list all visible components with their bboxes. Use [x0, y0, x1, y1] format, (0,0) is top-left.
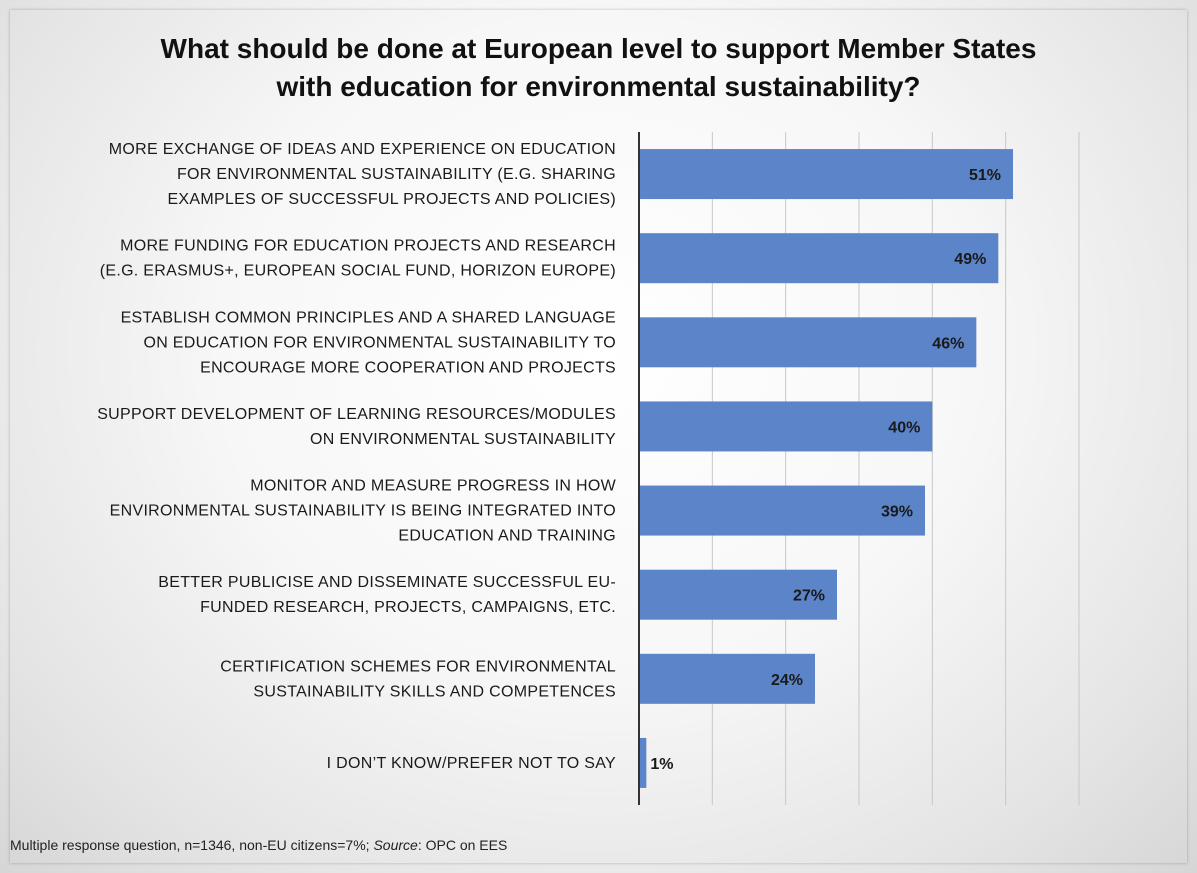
category-label: CERTIFICATION SCHEMES FOR ENVIRONMENTAL: [220, 658, 616, 675]
chart-title: What should be done at European level to…: [60, 30, 1137, 106]
category-label: I DON’T KNOW/PREFER NOT TO SAY: [327, 755, 616, 772]
bar: [639, 653, 815, 704]
bar: [639, 233, 999, 284]
footnote: Multiple response question, n=1346, non-…: [10, 837, 507, 853]
bar: [639, 401, 933, 452]
category-label: SUSTAINABILITY SKILLS AND COMPETENCES: [253, 683, 616, 700]
bar: [639, 317, 977, 368]
data-label: 1%: [650, 756, 673, 773]
category-label: MONITOR AND MEASURE PROGRESS IN HOW: [250, 478, 616, 495]
chart-title-line-1: What should be done at European level to…: [160, 33, 1037, 64]
category-label: FOR ENVIRONMENTAL SUSTAINABILITY (E.G. S…: [177, 166, 616, 183]
category-label: ON ENVIRONMENTAL SUSTAINABILITY: [310, 431, 616, 448]
category-label: ESTABLISH COMMON PRINCIPLES AND A SHARED…: [121, 309, 616, 326]
data-label: 39%: [881, 504, 913, 521]
data-label: 51%: [969, 167, 1001, 184]
category-label: MORE FUNDING FOR EDUCATION PROJECTS AND …: [120, 238, 616, 255]
data-label: 40%: [888, 419, 920, 436]
category-label: SUPPORT DEVELOPMENT OF LEARNING RESOURCE…: [97, 406, 616, 423]
category-label: EXAMPLES OF SUCCESSFUL PROJECTS AND POLI…: [167, 191, 616, 208]
category-label: FUNDED RESEARCH, PROJECTS, CAMPAIGNS, ET…: [200, 599, 616, 616]
data-label: 49%: [954, 251, 986, 268]
bar: [639, 485, 925, 536]
bar: [639, 569, 837, 620]
bar: [639, 149, 1013, 200]
data-label: 46%: [932, 335, 964, 352]
category-label: BETTER PUBLICISE AND DISSEMINATE SUCCESS…: [158, 574, 616, 591]
footnote-prefix: Multiple response question, n=1346, non-…: [10, 837, 374, 853]
category-label: (E.G. ERASMUS+, EUROPEAN SOCIAL FUND, HO…: [100, 263, 616, 280]
category-label: MORE EXCHANGE OF IDEAS AND EXPERIENCE ON…: [109, 141, 616, 158]
data-label: 27%: [793, 588, 825, 605]
footnote-source-label: Source: [373, 837, 418, 853]
bar: [639, 737, 647, 788]
category-label: ENVIRONMENTAL SUSTAINABILITY IS BEING IN…: [110, 503, 616, 520]
category-label: ENCOURAGE MORE COOPERATION AND PROJECTS: [200, 359, 616, 376]
category-label: ON EDUCATION FOR ENVIRONMENTAL SUSTAINAB…: [143, 334, 616, 351]
chart-title-line-2: with education for environmental sustain…: [276, 71, 921, 102]
category-label: EDUCATION AND TRAINING: [398, 528, 616, 545]
footnote-suffix: : OPC on EES: [417, 837, 508, 853]
data-label: 24%: [771, 672, 803, 689]
